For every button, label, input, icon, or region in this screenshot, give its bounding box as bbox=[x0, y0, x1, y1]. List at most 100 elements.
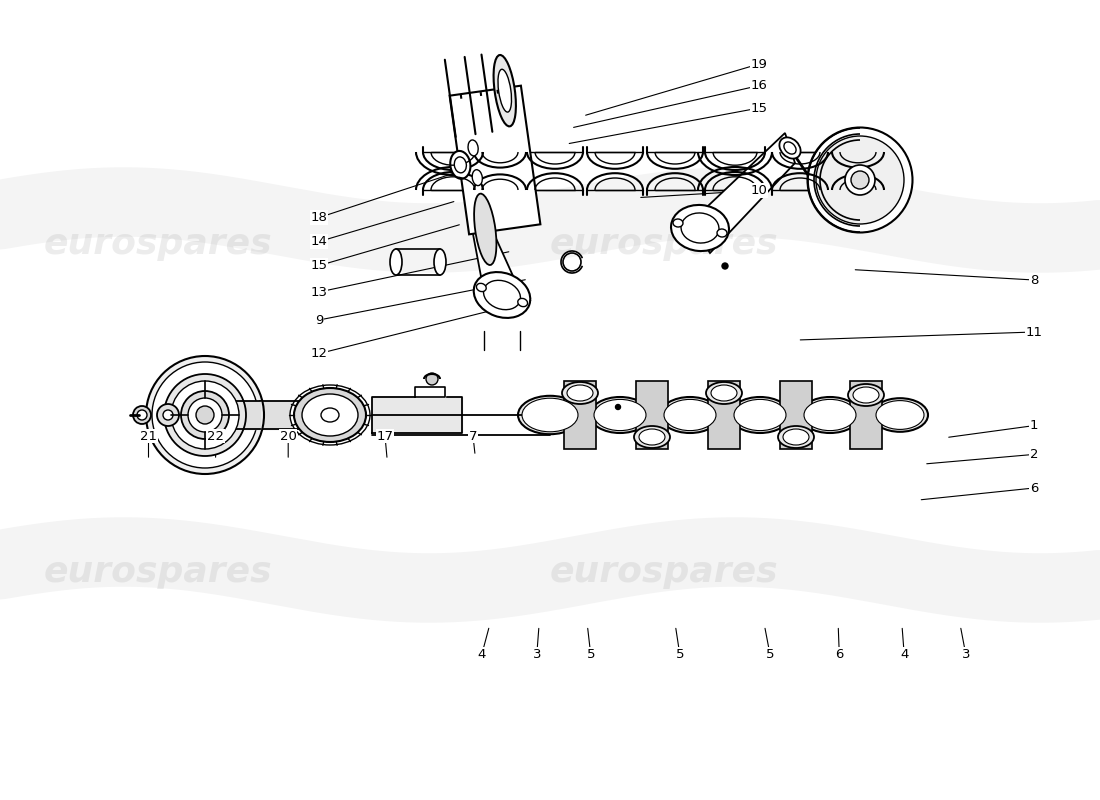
Ellipse shape bbox=[851, 171, 869, 189]
Ellipse shape bbox=[706, 382, 743, 404]
Ellipse shape bbox=[804, 399, 856, 430]
Polygon shape bbox=[636, 381, 668, 449]
Text: 19: 19 bbox=[750, 58, 768, 70]
Ellipse shape bbox=[188, 398, 222, 432]
Text: 4: 4 bbox=[900, 648, 909, 661]
Ellipse shape bbox=[474, 272, 530, 318]
Polygon shape bbox=[690, 133, 795, 253]
Text: 22: 22 bbox=[207, 430, 224, 442]
Ellipse shape bbox=[664, 399, 716, 430]
Polygon shape bbox=[372, 397, 462, 433]
Ellipse shape bbox=[163, 410, 173, 420]
Ellipse shape bbox=[484, 280, 520, 310]
Polygon shape bbox=[415, 387, 446, 397]
Ellipse shape bbox=[711, 385, 737, 401]
Text: eurospares: eurospares bbox=[44, 555, 273, 589]
Ellipse shape bbox=[722, 263, 728, 269]
Ellipse shape bbox=[498, 70, 512, 112]
Ellipse shape bbox=[476, 283, 486, 292]
Ellipse shape bbox=[294, 388, 366, 442]
Ellipse shape bbox=[590, 397, 650, 433]
Ellipse shape bbox=[468, 140, 478, 156]
Ellipse shape bbox=[660, 397, 720, 433]
Ellipse shape bbox=[146, 356, 264, 474]
Ellipse shape bbox=[518, 298, 528, 306]
Text: 5: 5 bbox=[586, 648, 595, 661]
Ellipse shape bbox=[182, 391, 229, 439]
Polygon shape bbox=[459, 157, 518, 303]
Text: eurospares: eurospares bbox=[550, 227, 779, 261]
Ellipse shape bbox=[434, 249, 446, 275]
Ellipse shape bbox=[671, 205, 729, 251]
Ellipse shape bbox=[157, 404, 179, 426]
Ellipse shape bbox=[807, 127, 913, 233]
Ellipse shape bbox=[717, 229, 727, 237]
Text: 15: 15 bbox=[750, 102, 768, 114]
Ellipse shape bbox=[734, 399, 786, 430]
Polygon shape bbox=[564, 381, 596, 449]
Ellipse shape bbox=[816, 136, 904, 224]
Text: 7: 7 bbox=[469, 430, 477, 442]
Ellipse shape bbox=[321, 408, 339, 422]
Ellipse shape bbox=[594, 399, 646, 430]
Ellipse shape bbox=[780, 138, 801, 158]
Text: 10: 10 bbox=[750, 184, 768, 197]
Ellipse shape bbox=[302, 394, 358, 436]
Ellipse shape bbox=[196, 406, 214, 424]
Ellipse shape bbox=[800, 397, 860, 433]
Ellipse shape bbox=[783, 429, 808, 445]
Text: 13: 13 bbox=[310, 286, 328, 298]
Text: 16: 16 bbox=[750, 79, 768, 92]
Text: 1: 1 bbox=[1030, 419, 1038, 432]
Ellipse shape bbox=[164, 374, 246, 456]
Polygon shape bbox=[708, 381, 740, 449]
Text: 8: 8 bbox=[1030, 274, 1038, 286]
Text: 5: 5 bbox=[675, 648, 684, 661]
Polygon shape bbox=[260, 401, 330, 429]
Text: 4: 4 bbox=[477, 648, 486, 661]
Ellipse shape bbox=[426, 373, 438, 385]
Polygon shape bbox=[780, 381, 812, 449]
Polygon shape bbox=[850, 381, 882, 449]
Polygon shape bbox=[450, 86, 540, 234]
Ellipse shape bbox=[133, 406, 151, 424]
Ellipse shape bbox=[450, 151, 471, 179]
Ellipse shape bbox=[562, 382, 598, 404]
Ellipse shape bbox=[872, 398, 928, 432]
Ellipse shape bbox=[616, 405, 620, 410]
Ellipse shape bbox=[778, 426, 814, 448]
Ellipse shape bbox=[454, 157, 466, 173]
Text: 9: 9 bbox=[315, 314, 323, 326]
Ellipse shape bbox=[876, 401, 924, 430]
Ellipse shape bbox=[730, 397, 790, 433]
Text: 14: 14 bbox=[310, 235, 328, 248]
Text: 20: 20 bbox=[279, 430, 297, 442]
Ellipse shape bbox=[494, 55, 516, 126]
Text: 3: 3 bbox=[961, 648, 970, 661]
Ellipse shape bbox=[138, 410, 147, 420]
Text: eurospares: eurospares bbox=[44, 227, 273, 261]
Text: 3: 3 bbox=[532, 648, 541, 661]
Text: 12: 12 bbox=[310, 347, 328, 360]
Text: 6: 6 bbox=[1030, 482, 1038, 494]
Ellipse shape bbox=[673, 219, 683, 227]
Text: 21: 21 bbox=[140, 430, 157, 442]
Ellipse shape bbox=[474, 194, 496, 265]
Text: 6: 6 bbox=[835, 648, 844, 661]
Ellipse shape bbox=[522, 398, 578, 432]
Text: 2: 2 bbox=[1030, 448, 1038, 461]
Text: 5: 5 bbox=[766, 648, 774, 661]
Ellipse shape bbox=[518, 396, 582, 434]
Ellipse shape bbox=[784, 142, 796, 154]
Ellipse shape bbox=[634, 426, 670, 448]
Ellipse shape bbox=[845, 165, 875, 195]
Ellipse shape bbox=[639, 429, 665, 445]
Ellipse shape bbox=[472, 170, 483, 186]
Ellipse shape bbox=[290, 385, 370, 445]
Text: eurospares: eurospares bbox=[550, 555, 779, 589]
Ellipse shape bbox=[852, 387, 879, 403]
Text: 11: 11 bbox=[1025, 326, 1043, 338]
Polygon shape bbox=[229, 401, 260, 429]
Ellipse shape bbox=[152, 362, 258, 468]
Text: 15: 15 bbox=[310, 259, 328, 272]
